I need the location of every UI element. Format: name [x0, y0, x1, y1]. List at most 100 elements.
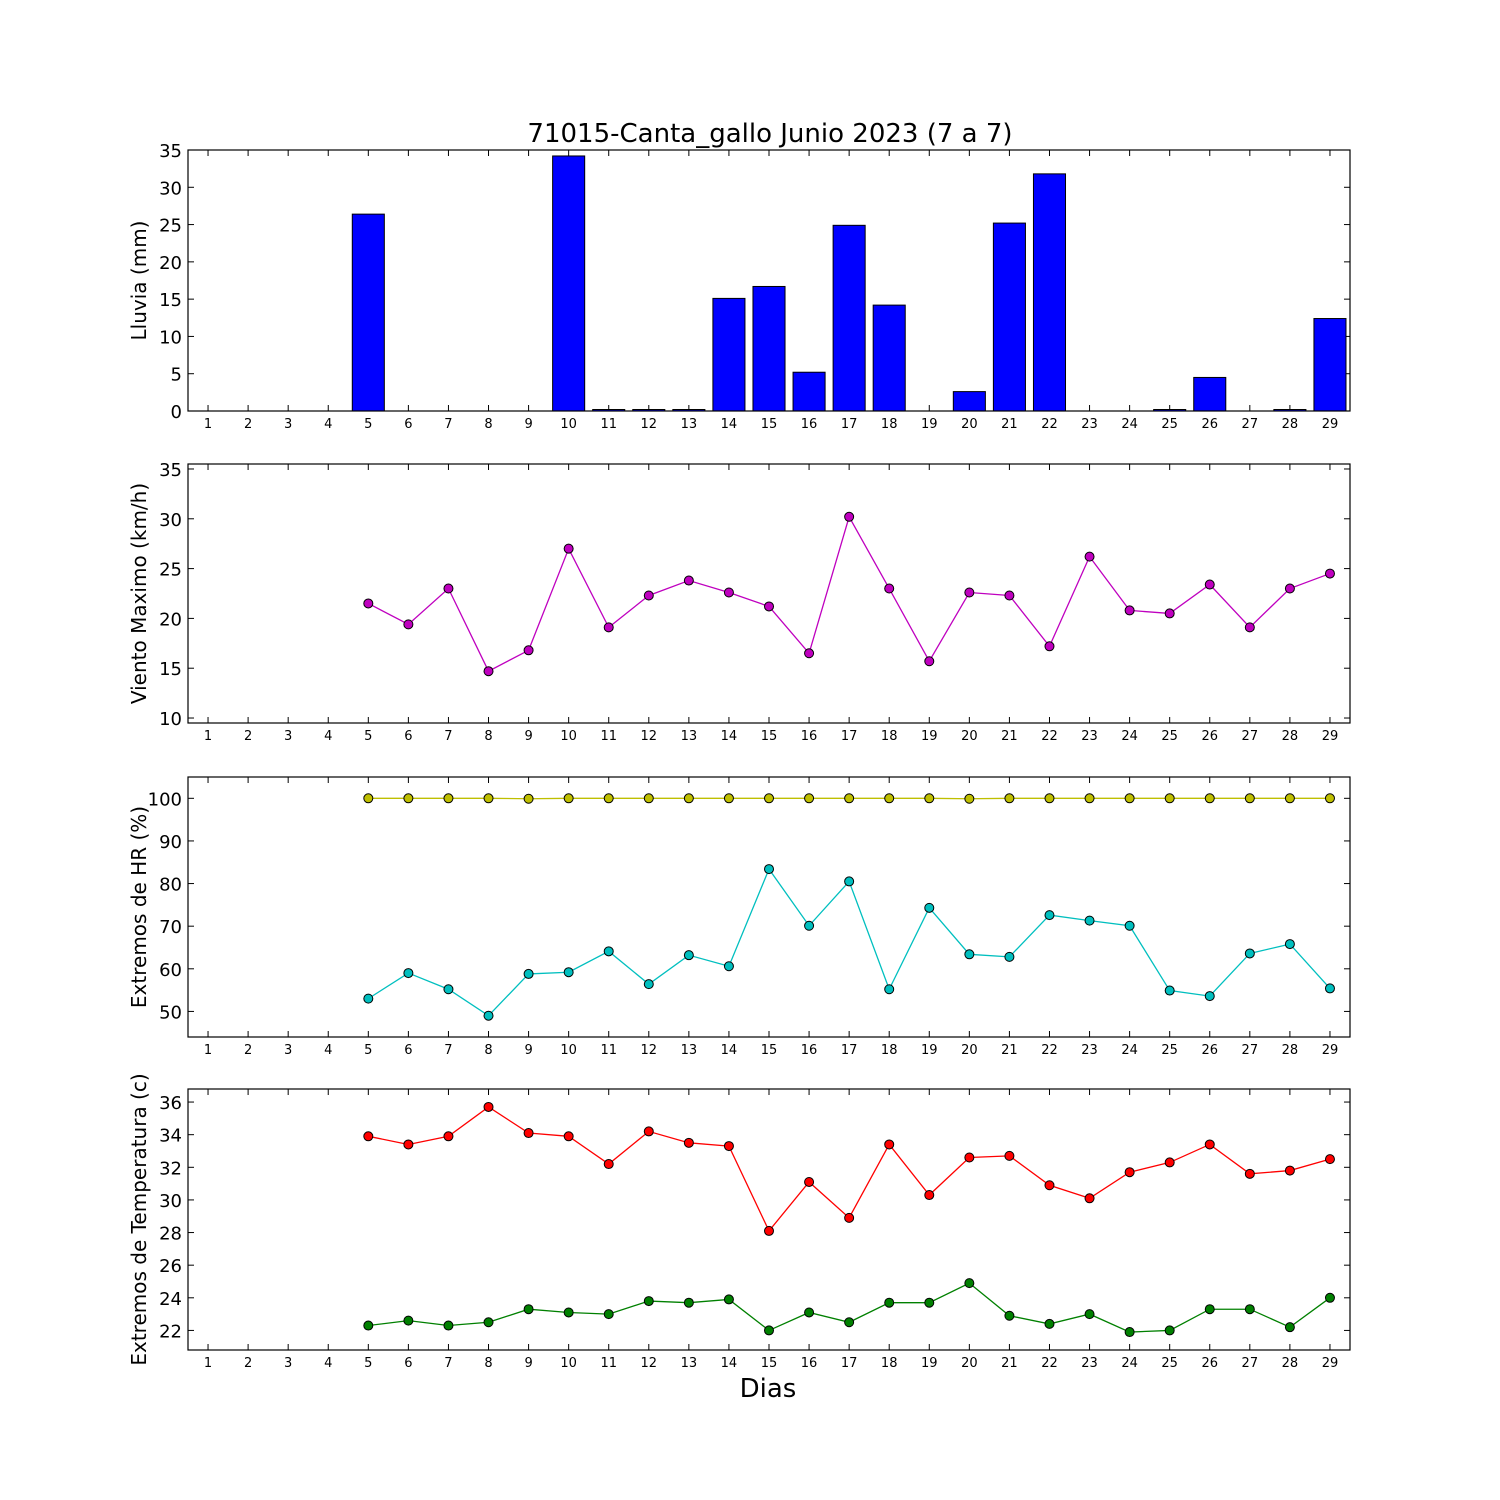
humidity-series-1-point	[844, 876, 855, 887]
temperature-xtick-label: 20	[961, 1356, 978, 1371]
humidity-ylabel: Extremos de HR (%)	[127, 806, 151, 1008]
temperature-series-0-point	[804, 1176, 815, 1187]
humidity-series-0-point	[764, 793, 774, 804]
rainfall-xtick-label: 17	[841, 417, 858, 432]
temperature-ytick-label: 32	[159, 1158, 182, 1179]
temperature-xtick-label: 12	[641, 1356, 658, 1371]
temperature-ytick-label: 36	[159, 1093, 182, 1114]
humidity-xtick-label: 10	[560, 1043, 577, 1058]
wind-ytick-label: 35	[159, 460, 182, 481]
rainfall-xtick-label: 3	[284, 417, 292, 432]
wind-axes-frame	[187, 463, 1351, 724]
humidity-ytick-label: 60	[159, 960, 182, 981]
humidity-series-1-point	[603, 946, 614, 957]
wind-series-0-point	[603, 622, 614, 633]
temperature-series-0-point	[363, 1131, 374, 1142]
temperature-series-0-point	[523, 1128, 534, 1139]
wind-series-0-point	[1244, 622, 1255, 633]
wind-xtick-label: 5	[364, 729, 372, 744]
wind-ytick-label: 30	[159, 510, 182, 531]
humidity-series-1-point	[764, 864, 774, 875]
temperature-ytick-label: 22	[159, 1321, 182, 1342]
humidity-xtick-label: 20	[961, 1043, 978, 1058]
rainfall-xtick-label: 2	[244, 417, 252, 432]
rainfall-xtick-label: 12	[641, 417, 658, 432]
rainfall-xtick-label: 29	[1322, 417, 1339, 432]
temperature-xtick-label: 9	[524, 1356, 532, 1371]
humidity-xtick-label: 22	[1041, 1043, 1058, 1058]
temperature-series-1-point	[1164, 1325, 1175, 1336]
wind-xtick-label: 9	[524, 729, 532, 744]
temperature-xtick-label: 28	[1282, 1356, 1299, 1371]
temperature-xtick-label: 21	[1001, 1356, 1018, 1371]
temperature-series-0-point	[483, 1101, 494, 1112]
rainfall-xtick-label: 16	[801, 417, 818, 432]
humidity-series-0-point	[443, 793, 454, 804]
humidity-xtick-label: 19	[921, 1043, 938, 1058]
humidity-series-0-point	[1004, 793, 1015, 804]
wind-series-0-point	[1324, 568, 1335, 579]
wind-xtick-label: 26	[1201, 729, 1218, 744]
humidity-series-0-point	[884, 793, 895, 804]
temperature-xtick-label: 3	[284, 1356, 292, 1371]
temperature-series-1-point	[764, 1325, 774, 1336]
humidity-xtick-label: 12	[641, 1043, 658, 1058]
rainfall-xtick-label: 1	[204, 417, 212, 432]
humidity-series-1-point	[1004, 951, 1015, 962]
wind-series-0-point	[1204, 579, 1215, 590]
temperature-series-1-point	[884, 1297, 895, 1308]
wind-series-0-point	[1044, 641, 1055, 652]
temperature-series-1-point	[1324, 1292, 1335, 1303]
humidity-xtick-label: 9	[524, 1043, 532, 1058]
humidity-series-0-point	[1084, 793, 1095, 804]
temperature-series-0-line	[368, 1106, 1331, 1233]
wind-ytick-label: 20	[159, 609, 182, 630]
humidity-series-0-point	[1324, 793, 1335, 804]
wind-xtick-label: 4	[324, 729, 332, 744]
wind-xtick-label: 1	[204, 729, 212, 744]
humidity-series-0-point	[1164, 793, 1175, 804]
temperature-series-1-point	[603, 1309, 614, 1320]
humidity-series-0-point	[844, 793, 855, 804]
rainfall-bar	[792, 371, 826, 412]
rainfall-xtick-label: 4	[324, 417, 332, 432]
humidity-series-0-point	[1284, 793, 1295, 804]
wind-ytick-label: 10	[159, 709, 182, 730]
wind-series-0-point	[683, 575, 694, 586]
wind-xtick-label: 16	[801, 729, 818, 744]
humidity-xtick-label: 21	[1001, 1043, 1018, 1058]
temperature-xtick-label: 15	[761, 1356, 778, 1371]
temperature-xtick-label: 19	[921, 1356, 938, 1371]
temperature-xtick-label: 2	[244, 1356, 252, 1371]
humidity-xtick-label: 26	[1201, 1043, 1218, 1058]
wind-series-0-point	[363, 598, 374, 609]
temperature-series-1-point	[1244, 1304, 1255, 1315]
temperature-xtick-label: 13	[681, 1356, 698, 1371]
temperature-xtick-label: 5	[364, 1356, 372, 1371]
temperature-series-0-point	[643, 1126, 654, 1137]
temperature-series-0-point	[563, 1131, 574, 1142]
rainfall-ytick-label: 25	[159, 216, 182, 237]
humidity-xtick-label: 3	[284, 1043, 292, 1058]
temperature-series-0-point	[1084, 1193, 1095, 1204]
temperature-xtick-label: 10	[560, 1356, 577, 1371]
temperature-series-0-point	[443, 1131, 454, 1142]
rainfall-xtick-label: 24	[1121, 417, 1138, 432]
rainfall-bar	[832, 224, 866, 412]
rainfall-xtick-label: 8	[484, 417, 492, 432]
wind-xtick-label: 25	[1161, 729, 1178, 744]
wind-series-0-point	[1124, 605, 1135, 616]
temperature-series-1-point	[1004, 1310, 1015, 1321]
wind-xtick-label: 3	[284, 729, 292, 744]
rainfall-bar	[552, 155, 586, 412]
temperature-xtick-label: 14	[721, 1356, 738, 1371]
humidity-series-0-point	[683, 793, 694, 804]
humidity-series-1-point	[964, 949, 975, 960]
rainfall-bar	[872, 304, 906, 412]
temperature-xtick-label: 27	[1242, 1356, 1259, 1371]
humidity-xtick-label: 29	[1322, 1043, 1339, 1058]
temperature-series-0-point	[1284, 1165, 1295, 1176]
rainfall-ytick-label: 30	[159, 178, 182, 199]
